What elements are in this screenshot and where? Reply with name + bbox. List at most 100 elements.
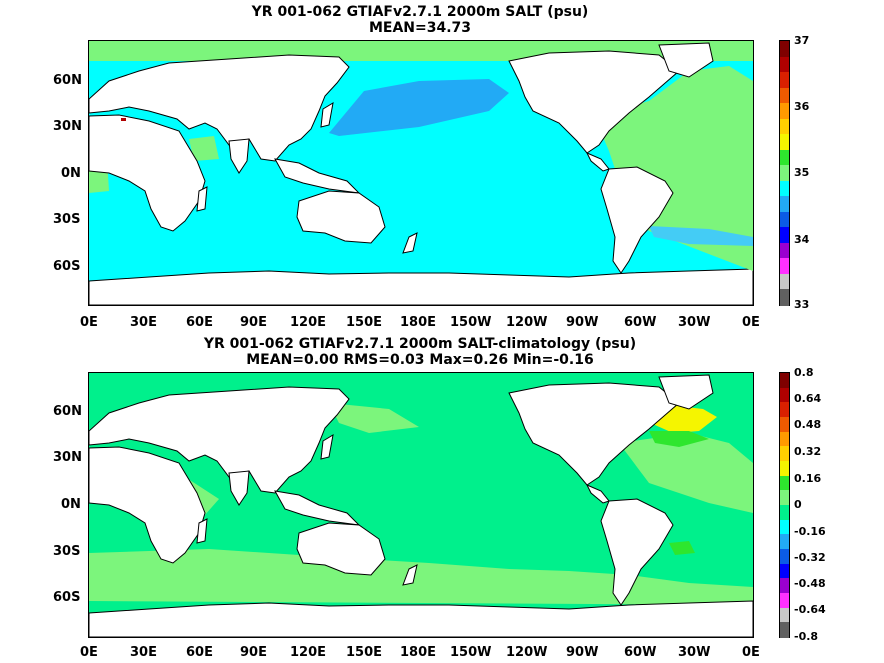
central-america-land: [585, 484, 610, 504]
panel1-title-line2: MEAN=34.73: [368, 20, 472, 36]
madagascar-land: [196, 518, 208, 544]
africa-land: [89, 446, 206, 564]
panel2-ytick-60s: 60S: [53, 590, 81, 605]
panel2-xtick: 120E: [290, 645, 327, 660]
panel2-map-svg: [89, 373, 753, 637]
panel2-cbar-label: -0.48: [794, 577, 826, 590]
panel1-ytick-0n: 0N: [61, 166, 81, 181]
panel1-ytick-60n: 60N: [53, 73, 82, 88]
colorbar-segment: [780, 165, 789, 183]
south-atlantic-green-anomaly: [669, 541, 695, 555]
japan-land: [320, 102, 334, 128]
colorbar-segment: [780, 578, 789, 595]
panel1-xtick: 0E: [742, 315, 760, 330]
colorbar-segment: [780, 258, 789, 276]
panel2-title-line2: MEAN=0.00 RMS=0.03 Max=0.26 Min=-0.16: [246, 352, 594, 368]
panel1-cbar-label: 34: [794, 233, 810, 246]
panel2-cbar-label: 0.64: [794, 392, 822, 405]
new-zealand-land: [402, 564, 418, 586]
north-atlantic-green-anomaly: [649, 431, 709, 447]
colorbar-segment: [780, 593, 789, 609]
colorbar-segment: [780, 56, 789, 74]
panel2-cbar-label: 0: [794, 498, 802, 511]
antarctica-land: [89, 268, 753, 305]
panel2-xtick: 30W: [678, 645, 711, 660]
panel2-xtick: 90W: [566, 645, 599, 660]
panel1-xtick: 30E: [130, 315, 157, 330]
panel2-xtick: 0E: [742, 645, 760, 660]
panel1-cbar-label: 35: [794, 166, 810, 179]
colorbar-segment: [780, 490, 789, 507]
panel2-cbar-label: -0.32: [794, 551, 826, 564]
arabian-sea-green: [189, 136, 219, 161]
central-america-land: [585, 152, 610, 172]
colorbar-segment: [780, 196, 789, 214]
panel1-xtick: 180E: [400, 315, 437, 330]
north-pacific-green-patch: [329, 403, 419, 433]
panel1-title: YR 001-062 GTIAFv2.7.1 2000m SALT (psu) …: [0, 4, 840, 36]
atlantic-green-region: [594, 66, 753, 271]
colorbar-segment: [780, 461, 789, 477]
colorbar-segment: [780, 549, 789, 565]
panel1-xtick: 90E: [240, 315, 267, 330]
panel1-ytick-60s: 60S: [53, 259, 81, 274]
panel1-xtick: 30W: [678, 315, 711, 330]
colorbar-segment: [780, 622, 789, 639]
colorbar-segment: [780, 402, 789, 419]
panel1-xtick: 90W: [566, 315, 599, 330]
panel1-colorbar: [779, 40, 790, 307]
colorbar-segment: [780, 87, 789, 105]
colorbar-segment: [780, 242, 789, 260]
panel2-xtick: 150E: [346, 645, 383, 660]
australia-land: [296, 190, 386, 244]
panel1-ytick-30n: 30N: [53, 119, 82, 134]
panel1-xtick: 120E: [290, 315, 327, 330]
colorbar-segment: [780, 134, 789, 152]
antarctica-land: [89, 600, 753, 637]
colorbar-segment: [780, 273, 789, 291]
greenland-land: [658, 374, 714, 410]
colorbar-segment: [780, 211, 789, 229]
panel2-cbar-label: -0.8: [794, 630, 819, 643]
north-america-land: [508, 382, 680, 486]
panel1-cbar-label: 36: [794, 100, 810, 113]
panel2-cbar-label: 0.16: [794, 472, 822, 485]
panel2-ytick-0n: 0N: [61, 497, 81, 512]
panel1-xtick: 0E: [80, 315, 98, 330]
new-zealand-land: [402, 232, 418, 254]
panel1-xtick: 150E: [346, 315, 383, 330]
panel2-xtick: 0E: [80, 645, 98, 660]
panel2-colorbar: [779, 372, 790, 639]
india-land: [228, 470, 250, 506]
panel1-cbar-label: 37: [794, 34, 810, 47]
north-america-land: [508, 50, 680, 154]
panel1-map-svg: [89, 41, 753, 305]
colorbar-segment: [780, 227, 789, 245]
panel2-xtick: 150W: [450, 645, 492, 660]
panel2-cbar-label: 0.32: [794, 445, 822, 458]
colorbar-segment: [780, 505, 789, 521]
panel1-xtick: 150W: [450, 315, 492, 330]
greenland-land: [658, 42, 714, 78]
south-atlantic-blue-band: [649, 226, 753, 246]
colorbar-segment: [780, 607, 789, 624]
panel2-cbar-label: 0.8: [794, 366, 814, 379]
panel2-map: [88, 372, 754, 638]
australia-land: [296, 522, 386, 576]
eurasia-land: [89, 54, 350, 162]
panel1-map: [88, 40, 754, 306]
south-america-land: [600, 498, 674, 606]
colorbar-segment: [780, 149, 789, 167]
mediterranean-high-salinity-spot: [121, 118, 126, 121]
eurasia-land: [89, 386, 350, 494]
panel1-title-line1: YR 001-062 GTIAFv2.7.1 2000m SALT (psu): [251, 4, 589, 20]
colorbar-segment: [780, 118, 789, 136]
colorbar-segment: [780, 563, 789, 580]
colorbar-segment: [780, 519, 789, 536]
panel2-cbar-label: -0.16: [794, 525, 826, 538]
japan-land: [320, 434, 334, 460]
colorbar-segment: [780, 180, 789, 198]
panel2-xtick: 90E: [240, 645, 267, 660]
panel2-xtick: 180E: [400, 645, 437, 660]
colorbar-segment: [780, 72, 789, 89]
